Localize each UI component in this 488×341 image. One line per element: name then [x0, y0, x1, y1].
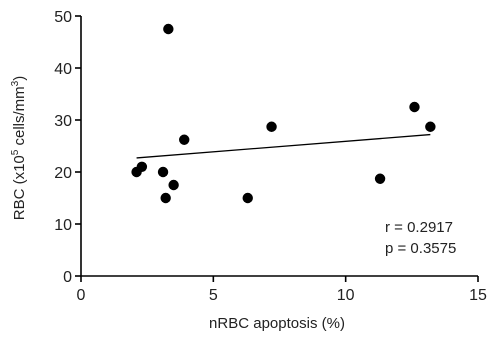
x-tick-label: 5 — [209, 287, 218, 304]
data-point — [163, 23, 174, 35]
y-tick-label: 20 — [54, 165, 72, 182]
data-point — [136, 161, 148, 172]
data-point — [266, 121, 277, 132]
y-ticks: 0 10 20 30 40 50 — [54, 9, 81, 286]
x-tick-label: 15 — [469, 287, 487, 304]
x-ticks: 0 5 10 15 — [77, 276, 487, 304]
data-points — [131, 23, 436, 204]
data-point — [425, 121, 436, 132]
y-tick-label: 50 — [54, 9, 72, 26]
data-point — [374, 173, 386, 184]
y-tick-label: 0 — [63, 269, 72, 286]
correlation-r-label: r = 0.2917 — [385, 219, 453, 236]
y-tick-label: 10 — [54, 217, 72, 234]
data-point — [160, 192, 171, 204]
p-value-label: p = 0.3575 — [385, 240, 456, 257]
y-tick-label: 40 — [54, 61, 72, 78]
x-tick-label: 0 — [77, 287, 86, 304]
data-point — [168, 179, 179, 191]
y-axis-label: RBC (x105 cells/mm3) — [10, 76, 28, 221]
regression-line — [136, 133, 431, 159]
axes — [80, 16, 478, 277]
data-point — [157, 166, 169, 178]
data-point — [242, 192, 253, 204]
x-tick-label: 10 — [337, 287, 355, 304]
data-point — [179, 134, 190, 145]
y-tick-label: 30 — [54, 113, 72, 130]
data-point — [409, 101, 420, 113]
x-axis-label: nRBC apoptosis (%) — [209, 315, 345, 332]
